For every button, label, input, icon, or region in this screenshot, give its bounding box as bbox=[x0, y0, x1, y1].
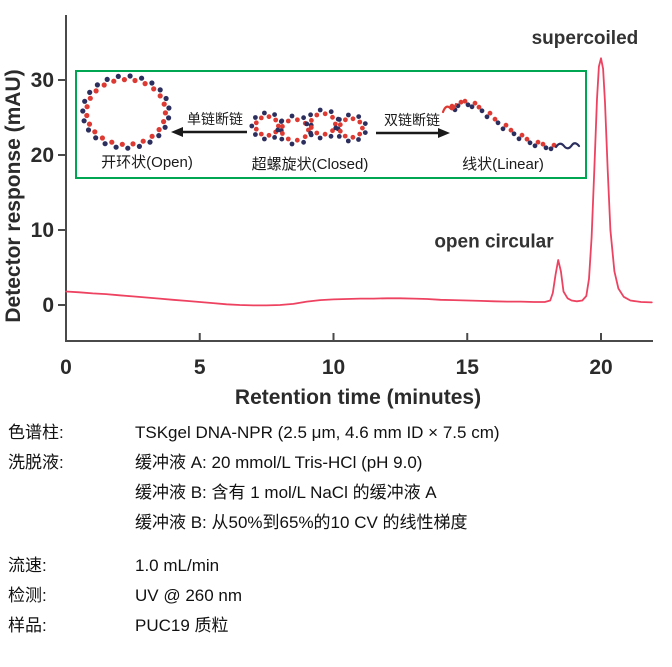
condition-row: 缓冲液 B: 从50%到65%的10 CV 的线性梯度 bbox=[8, 508, 668, 538]
double-strand-break-label: 双链断链 bbox=[384, 112, 440, 128]
chromatogram-chart: 0 5 10 15 20 0 10 20 30 Retention time (minutes… bbox=[2, 15, 653, 409]
condition-row: 色谱柱: TSKgel DNA-NPR (2.5 μm, 4.6 mm ID × … bbox=[8, 418, 668, 448]
condition-label bbox=[8, 508, 135, 538]
y-tick-label: 10 bbox=[31, 219, 54, 242]
condition-label: 洗脱液: bbox=[8, 453, 64, 472]
x-axis-ticks: 0 5 10 15 20 bbox=[60, 333, 613, 379]
condition-row: 样品: PUC19 质粒 bbox=[8, 611, 668, 641]
x-tick-label: 5 bbox=[194, 356, 206, 379]
arrow-left-head-icon bbox=[171, 127, 183, 137]
conditions-table: 色谱柱: TSKgel DNA-NPR (2.5 μm, 4.6 mm ID × … bbox=[8, 418, 668, 641]
condition-label: 样品: bbox=[8, 616, 47, 635]
single-strand-break-label: 单链断链 bbox=[187, 111, 243, 127]
y-tick-label: 30 bbox=[31, 69, 54, 92]
y-axis-title: Detector response (mAU) bbox=[2, 69, 25, 322]
peak-annotations: supercoiled open circular bbox=[434, 28, 638, 252]
condition-value: 1.0 mL/min bbox=[135, 556, 220, 575]
condition-label: 检测: bbox=[8, 586, 47, 605]
condition-value: UV @ 260 nm bbox=[135, 586, 243, 605]
condition-row: 缓冲液 B: 含有 1 mol/L NaCl 的缓冲液 A bbox=[8, 478, 668, 508]
condition-label bbox=[8, 478, 135, 508]
open-form-label: 开环状(Open) bbox=[101, 154, 193, 171]
condition-value: PUC19 质粒 bbox=[135, 616, 229, 635]
y-tick-label: 0 bbox=[42, 294, 54, 317]
closed-form-label: 超螺旋状(Closed) bbox=[252, 156, 369, 173]
condition-row: 检测: UV @ 260 nm bbox=[8, 581, 668, 611]
condition-value: TSKgel DNA-NPR (2.5 μm, 4.6 mm ID × 7.5 … bbox=[135, 423, 500, 442]
peak-label-supercoiled: supercoiled bbox=[532, 28, 639, 49]
condition-value: 缓冲液 B: 含有 1 mol/L NaCl 的缓冲液 A bbox=[135, 483, 437, 502]
condition-row: 流速: 1.0 mL/min bbox=[8, 551, 668, 581]
arrow-right-head-icon bbox=[438, 128, 450, 138]
chromatogram-curve bbox=[65, 57, 653, 307]
x-tick-label: 10 bbox=[322, 356, 345, 379]
peak-label-open-circular: open circular bbox=[434, 231, 554, 252]
dna-structures-art bbox=[80, 73, 581, 152]
double-strand-break-arrow: 双链断链 bbox=[376, 112, 450, 138]
x-tick-label: 20 bbox=[589, 356, 612, 379]
condition-row: 洗脱液: 缓冲液 A: 20 mmol/L Tris-HCl (pH 9.0) bbox=[8, 448, 668, 478]
x-tick-label: 0 bbox=[60, 356, 72, 379]
condition-value: 缓冲液 B: 从50%到65%的10 CV 的线性梯度 bbox=[135, 513, 468, 532]
y-tick-label: 20 bbox=[31, 144, 54, 167]
condition-label: 流速: bbox=[8, 556, 47, 575]
single-strand-break-arrow: 单链断链 bbox=[171, 111, 247, 137]
condition-label: 色谱柱: bbox=[8, 423, 64, 442]
linear-form-label: 线状(Linear) bbox=[462, 156, 544, 173]
x-tick-label: 15 bbox=[456, 356, 480, 379]
x-axis-title: Retention time (minutes) bbox=[235, 386, 481, 409]
dna-forms-inset: 单链断链 双链断链 开环状(Open) 超螺旋状(Closed) 线状(Line… bbox=[75, 70, 587, 179]
condition-value: 缓冲液 A: 20 mmol/L Tris-HCl (pH 9.0) bbox=[135, 453, 423, 472]
y-axis-ticks: 0 10 20 30 bbox=[31, 69, 66, 317]
